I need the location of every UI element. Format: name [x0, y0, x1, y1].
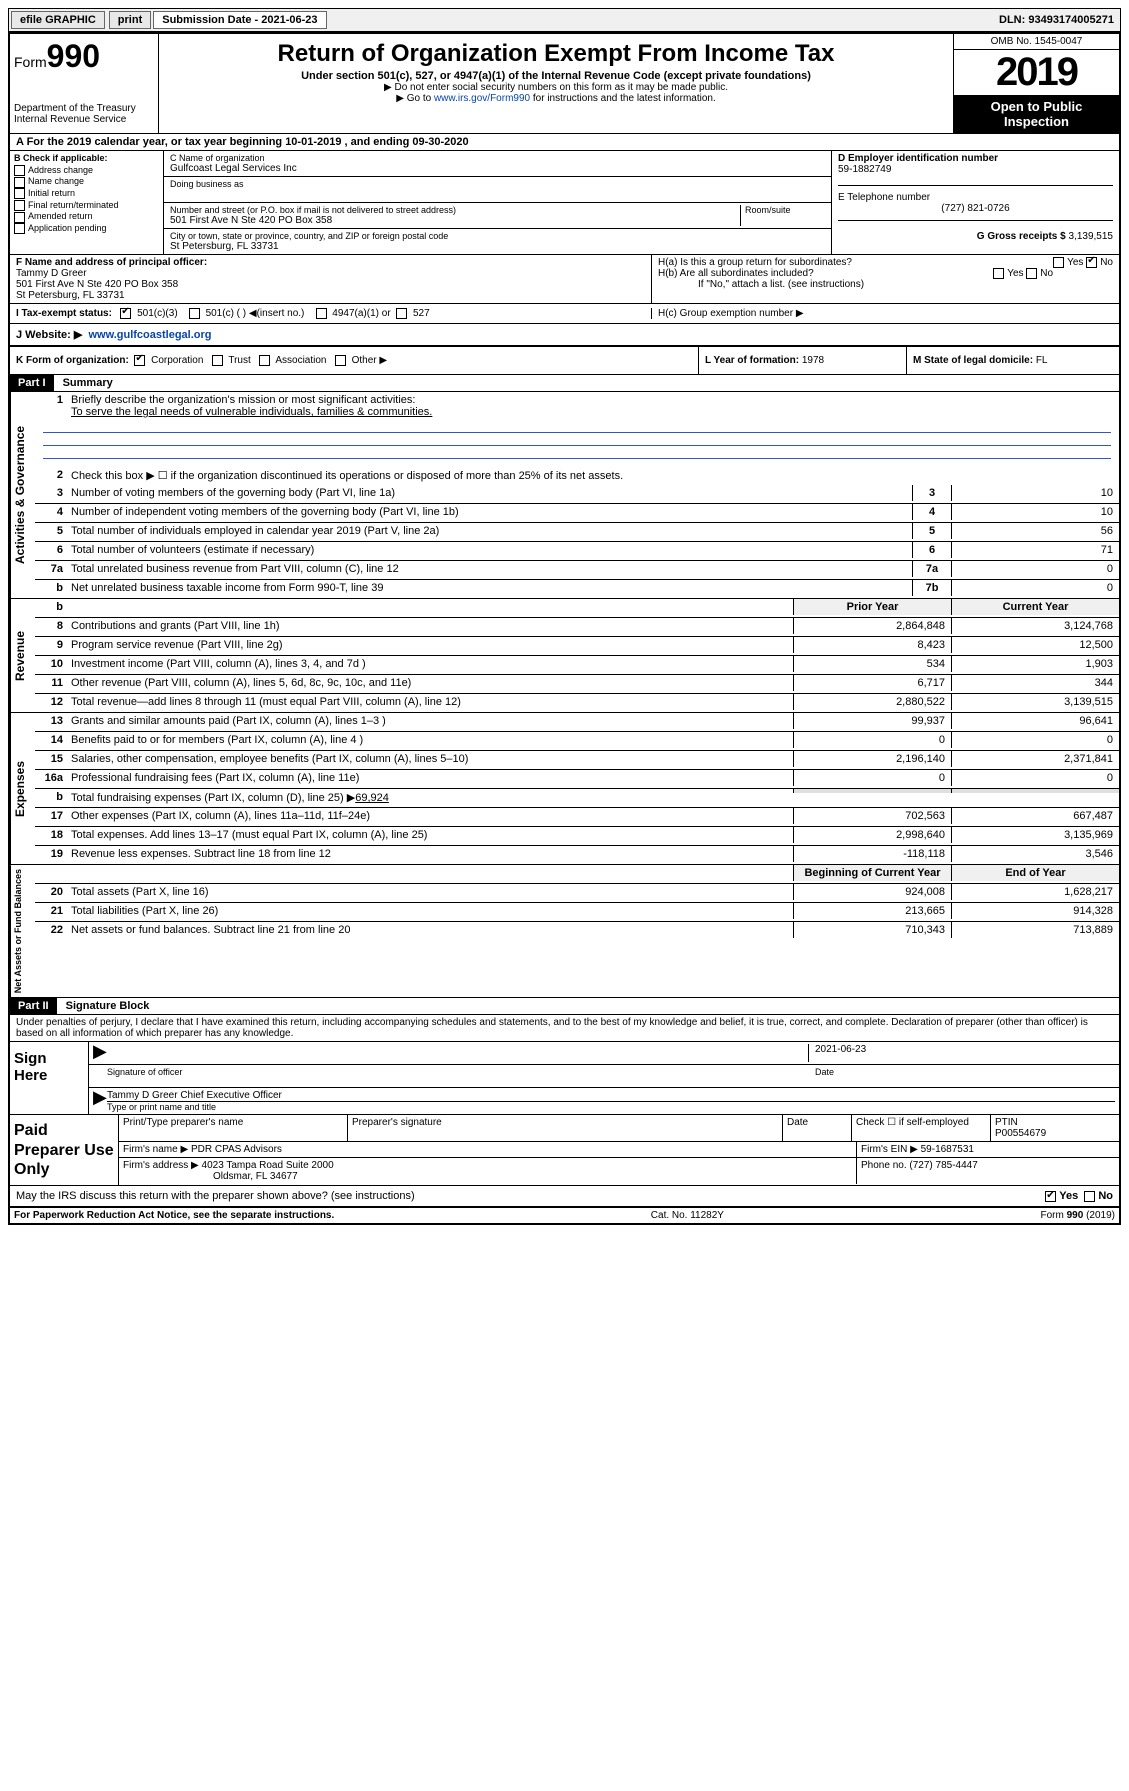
vtab-revenue: Revenue	[10, 599, 35, 712]
perjury-statement: Under penalties of perjury, I declare th…	[10, 1015, 1119, 1042]
box-deg: D Employer identification number 59-1882…	[832, 151, 1119, 254]
box-i: I Tax-exempt status: 501(c)(3) 501(c) ( …	[16, 308, 651, 319]
box-j: J Website: ▶ www.gulfcoastlegal.org	[10, 324, 1119, 347]
box-l: L Year of formation: 1978	[698, 347, 906, 374]
box-f: F Name and address of principal officer:…	[10, 255, 652, 303]
top-toolbar: efile GRAPHIC print Submission Date - 20…	[8, 8, 1121, 32]
efile-button[interactable]: efile GRAPHIC	[11, 11, 105, 29]
box-h: H(a) Is this a group return for subordin…	[652, 255, 1119, 303]
vtab-governance: Activities & Governance	[10, 392, 35, 598]
year-cell: OMB No. 1545-0047 2019 Open to Public In…	[953, 34, 1119, 133]
paid-preparer-block: Paid Preparer Use Only Print/Type prepar…	[10, 1115, 1119, 1186]
footer-row: For Paperwork Reduction Act Notice, see …	[10, 1208, 1119, 1223]
box-b: B Check if applicable: Address change Na…	[10, 151, 164, 254]
part1-header: Part I	[10, 375, 54, 391]
form-990-page: Form990 Department of the Treasury Inter…	[8, 32, 1121, 1225]
form-title: Return of Organization Exempt From Incom…	[163, 40, 949, 68]
box-hc: H(c) Group exemption number ▶	[651, 308, 1113, 319]
box-k: K Form of organization: Corporation Trus…	[10, 347, 698, 374]
vtab-netassets: Net Assets or Fund Balances	[10, 865, 35, 997]
dln-label: DLN: 93493174005271	[999, 14, 1120, 26]
print-button[interactable]: print	[109, 11, 151, 29]
box-c: C Name of organization Gulfcoast Legal S…	[164, 151, 832, 254]
vtab-expenses: Expenses	[10, 713, 35, 864]
sign-here-block: Sign Here ▶ 2021-06-23 Signature of offi…	[10, 1042, 1119, 1115]
form-title-cell: Return of Organization Exempt From Incom…	[159, 34, 953, 133]
box-m: M State of legal domicile: FL	[906, 347, 1119, 374]
discuss-row: May the IRS discuss this return with the…	[10, 1186, 1119, 1208]
period-row: A For the 2019 calendar year, or tax yea…	[10, 134, 1119, 151]
irs-link[interactable]: www.irs.gov/Form990	[434, 93, 530, 104]
website-link[interactable]: www.gulfcoastlegal.org	[88, 329, 211, 341]
part2-header: Part II	[10, 998, 57, 1014]
submission-date: Submission Date - 2021-06-23	[153, 11, 326, 29]
form-id-cell: Form990 Department of the Treasury Inter…	[10, 34, 159, 133]
